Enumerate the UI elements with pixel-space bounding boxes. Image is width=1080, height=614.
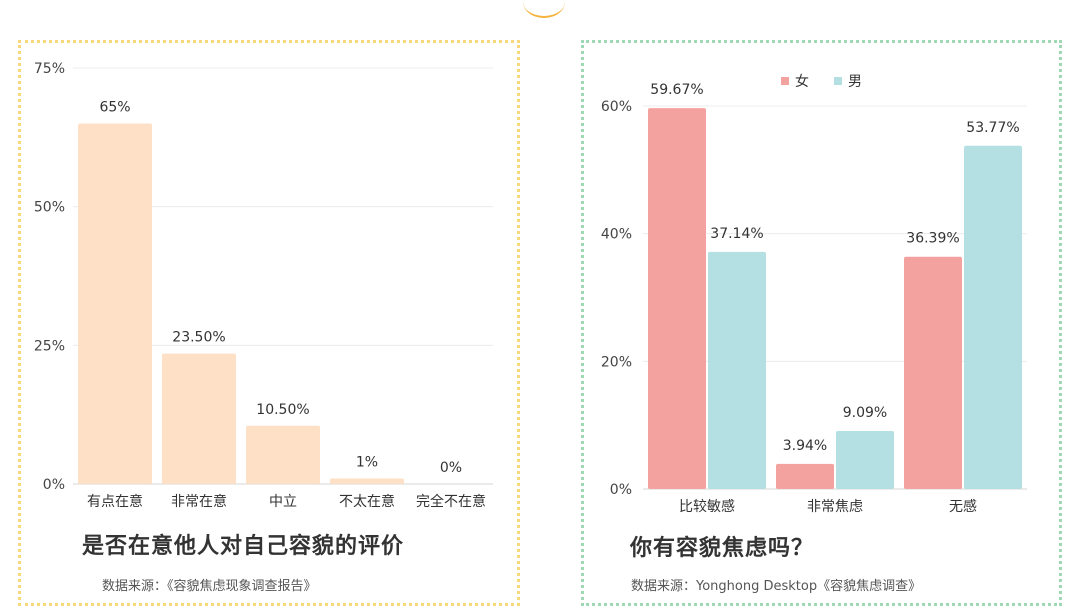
left-y-tick-label: 50% [34,200,65,216]
left-chart-panel [18,40,520,606]
right-bar-value-label: 9.09% [843,405,887,421]
left-x-tick-label: 有点在意 [87,493,143,510]
right-y-tick-label: 20% [601,354,632,370]
right-bar-value-label: 3.94% [783,438,827,454]
right-chart-panel [581,40,1062,606]
left-chart-source: 数据来源：《容貌焦虑现象调查报告》 [102,579,317,594]
right-bar-value-label: 59.67% [650,82,703,98]
left-bar-value-label: 10.50% [256,402,309,418]
right-bar [904,256,962,489]
right-y-tick-label: 60% [601,99,632,115]
right-legend-swatch [834,77,842,85]
right-y-tick-label: 40% [601,227,632,243]
left-bar [246,425,320,484]
right-x-tick-label: 比较敏感 [679,498,735,515]
right-bar [836,430,894,489]
left-chart-title: 是否在意他人对自己容貌的评价 [82,534,405,559]
right-x-tick-label: 无感 [949,498,977,515]
left-x-tick-label: 完全不在意 [416,493,486,510]
top-arc-decoration [523,0,565,18]
left-bar [162,353,236,484]
left-y-tick-label: 0% [43,477,65,493]
left-x-tick-label: 不太在意 [339,493,395,510]
right-bar-value-label: 36.39% [906,231,959,247]
left-bar-value-label: 65% [99,99,130,115]
right-legend-label: 男 [848,74,862,90]
left-bar-value-label: 1% [356,454,378,470]
right-bar-value-label: 37.14% [710,226,763,242]
left-bar-value-label: 23.50% [172,330,225,346]
right-bar [964,145,1022,489]
right-legend-swatch [781,77,789,85]
left-x-tick-label: 非常在意 [171,493,227,510]
left-bar [78,123,152,484]
left-bar [330,478,404,484]
left-y-tick-label: 25% [34,338,65,354]
right-bar [648,108,706,489]
right-chart-title: 你有容貌焦虑吗？ [630,536,815,561]
left-bar-value-label: 0% [440,460,462,476]
right-bar [776,463,834,489]
right-x-tick-label: 非常焦虑 [807,499,863,515]
left-x-tick-label: 中立 [269,494,297,510]
right-legend-label: 女 [795,73,809,90]
right-chart-source: 数据来源：Yonghong Desktop《容貌焦虑调查》 [631,579,922,594]
left-y-tick-label: 75% [34,61,65,77]
right-bar-value-label: 53.77% [966,120,1019,136]
right-y-tick-label: 0% [610,482,632,498]
right-bar [708,251,766,489]
